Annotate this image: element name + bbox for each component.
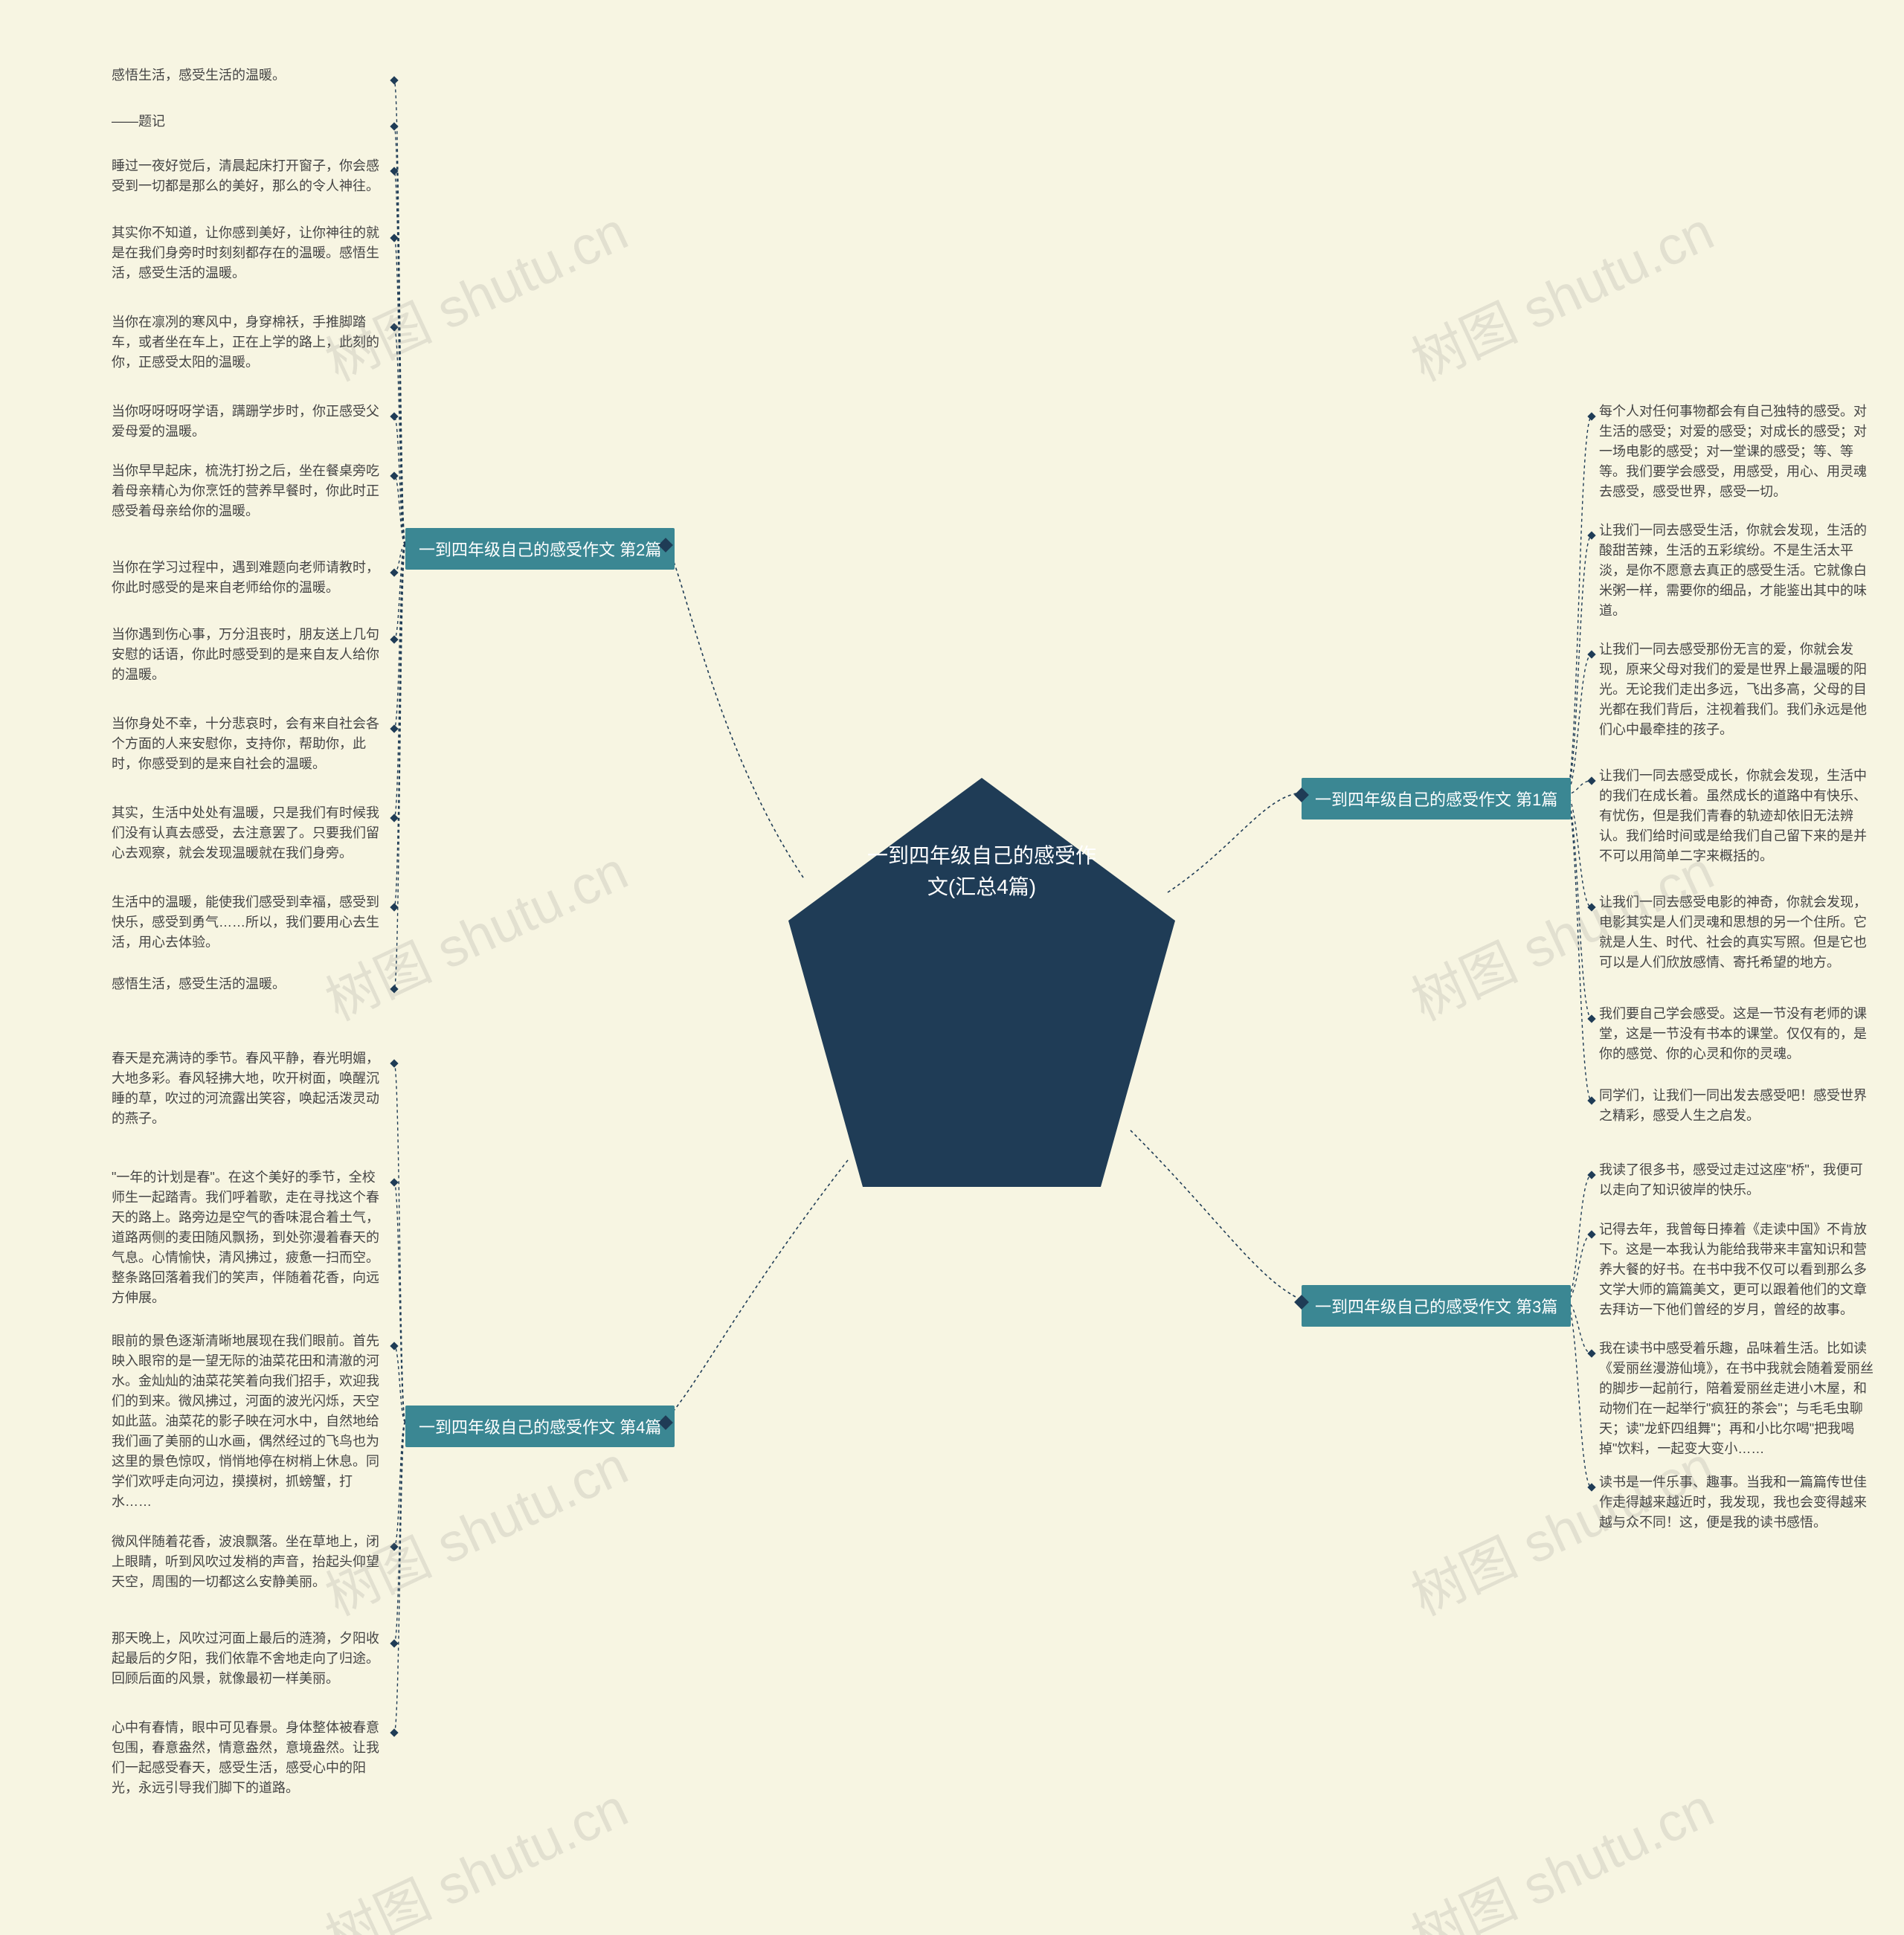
leaf-text: 我读了很多书，感受过走过这座"桥"，我便可以走向了知识彼岸的快乐。 xyxy=(1599,1162,1863,1197)
leaf-node: 生活中的温暖，能使我们感受到幸福，感受到快乐，感受到勇气……所以，我们要用心去生… xyxy=(112,892,387,953)
leaf-node: "一年的计划是春"。在这个美好的季节，全校师生一起踏青。我们呼着歌，走在寻找这个… xyxy=(112,1168,387,1308)
leaf-text: "一年的计划是春"。在这个美好的季节，全校师生一起踏青。我们呼着歌，走在寻找这个… xyxy=(112,1170,379,1305)
leaf-text: 其实，生活中处处有温暖，只是我们有时候我们没有认真去感受，去注意罢了。只要我们留… xyxy=(112,805,379,860)
leaf-text: 记得去年，我曾每日捧着《走读中国》不肯放下。这是一本我认为能给我带来丰富知识和营… xyxy=(1599,1222,1867,1317)
leaf-text: 生活中的温暖，能使我们感受到幸福，感受到快乐，感受到勇气……所以，我们要用心去生… xyxy=(112,895,379,950)
leaf-text: 读书是一件乐事、趣事。当我和一篇篇传世佳作走得越来越近时，我发现，我也会变得越来… xyxy=(1599,1475,1867,1530)
center-line1: 一到四年级自己的感受作 xyxy=(867,844,1096,867)
center-shape xyxy=(788,778,1175,1187)
leaf-text: 当你呀呀呀呀学语，蹒跚学步时，你正感受父爱母爱的温暖。 xyxy=(112,404,379,439)
branch-4-title: 一到四年级自己的感受作文 第4篇 xyxy=(419,1418,661,1437)
watermark: 树图 shutu.cn xyxy=(1397,1765,1724,1935)
branch-chip-2[interactable]: 一到四年级自己的感受作文 第2篇 xyxy=(405,528,675,570)
leaf-text: 微风伴随着花香，波浪飘落。坐在草地上，闭上眼睛，听到风吹过发梢的声音，抬起头仰望… xyxy=(112,1534,379,1589)
leaf-text: 眼前的景色逐渐清晰地展现在我们眼前。首先映入眼帘的是一望无际的油菜花田和清澈的河… xyxy=(112,1333,379,1509)
leaf-node: 同学们，让我们一同出发去感受吧！感受世界之精彩，感受人生之启发。 xyxy=(1599,1086,1874,1126)
leaf-text: 每个人对任何事物都会有自己独特的感受。对生活的感受；对爱的感受；对成长的感受；对… xyxy=(1599,404,1867,499)
leaf-node: 我读了很多书，感受过走过这座"桥"，我便可以走向了知识彼岸的快乐。 xyxy=(1599,1160,1874,1200)
branch-3-title: 一到四年级自己的感受作文 第3篇 xyxy=(1315,1298,1557,1316)
leaf-node: 让我们一同去感受成长，你就会发现，生活中的我们在成长着。虽然成长的道路中有快乐、… xyxy=(1599,766,1874,866)
leaf-node: 记得去年，我曾每日捧着《走读中国》不肯放下。这是一本我认为能给我带来丰富知识和营… xyxy=(1599,1220,1874,1320)
leaf-text: 睡过一夜好觉后，清晨起床打开窗子，你会感受到一切都是那么的美好，那么的令人神往。 xyxy=(112,158,379,193)
leaf-node: 当你在凛冽的寒风中，身穿棉袄，手推脚踏车，或者坐在车上，正在上学的路上，此刻的你… xyxy=(112,312,387,373)
leaf-text: 当你在凛冽的寒风中，身穿棉袄，手推脚踏车，或者坐在车上，正在上学的路上，此刻的你… xyxy=(112,315,379,370)
leaf-text: 当你身处不幸，十分悲哀时，会有来自社会各个方面的人来安慰你，支持你，帮助你，此时… xyxy=(112,716,379,771)
leaf-node: ——题记 xyxy=(112,112,387,132)
center-node-label: 一到四年级自己的感受作 文(汇总4篇) xyxy=(774,840,1190,903)
leaf-node: 当你早早起床，梳洗打扮之后，坐在餐桌旁吃着母亲精心为你烹饪的营养早餐时，你此时正… xyxy=(112,461,387,521)
leaf-text: 让我们一同去感受电影的神奇，你就会发现，电影其实是人们灵魂和思想的另一个住所。它… xyxy=(1599,895,1867,970)
leaf-node: 春天是充满诗的季节。春风平静，春光明媚，大地多彩。春风轻拂大地，吹开树面，唤醒沉… xyxy=(112,1049,387,1129)
leaf-node: 那天晚上，风吹过河面上最后的涟漪，夕阳收起最后的夕阳，我们依靠不舍地走向了归途。… xyxy=(112,1629,387,1689)
leaf-node: 让我们一同去感受电影的神奇，你就会发现，电影其实是人们灵魂和思想的另一个住所。它… xyxy=(1599,892,1874,973)
leaf-node: 其实，生活中处处有温暖，只是我们有时候我们没有认真去感受，去注意罢了。只要我们留… xyxy=(112,803,387,863)
leaf-text: 其实你不知道，让你感到美好，让你神往的就是在我们身旁时时刻刻都存在的温暖。感悟生… xyxy=(112,225,379,280)
leaf-text: 当你在学习过程中，遇到难题向老师请教时，你此时感受的是来自老师给你的温暖。 xyxy=(112,560,379,595)
leaf-node: 每个人对任何事物都会有自己独特的感受。对生活的感受；对爱的感受；对成长的感受；对… xyxy=(1599,402,1874,502)
leaf-node: 当你在学习过程中，遇到难题向老师请教时，你此时感受的是来自老师给你的温暖。 xyxy=(112,558,387,598)
leaf-node: 我在读书中感受着乐趣，品味着生活。比如读《爱丽丝漫游仙境》，在书中我就会随着爱丽… xyxy=(1599,1339,1874,1459)
leaf-text: 当你早早起床，梳洗打扮之后，坐在餐桌旁吃着母亲精心为你烹饪的营养早餐时，你此时正… xyxy=(112,463,379,518)
leaf-node: 让我们一同去感受那份无言的爱，你就会发现，原来父母对我们的爱是世界上最温暖的阳光… xyxy=(1599,640,1874,740)
center-line2: 文(汇总4篇) xyxy=(927,875,1036,898)
leaf-node: 当你遇到伤心事，万分沮丧时，朋友送上几句安慰的话语，你此时感受到的是来自友人给你… xyxy=(112,625,387,685)
leaf-text: 让我们一同去感受生活，你就会发现，生活的酸甜苦辣，生活的五彩缤纷。不是生活太平淡… xyxy=(1599,523,1867,618)
branch-chip-1[interactable]: 一到四年级自己的感受作文 第1篇 xyxy=(1302,778,1571,820)
branch-chip-3[interactable]: 一到四年级自己的感受作文 第3篇 xyxy=(1302,1285,1571,1327)
leaf-node: 让我们一同去感受生活，你就会发现，生活的酸甜苦辣，生活的五彩缤纷。不是生活太平淡… xyxy=(1599,521,1874,621)
leaf-node: 读书是一件乐事、趣事。当我和一篇篇传世佳作走得越来越近时，我发现，我也会变得越来… xyxy=(1599,1472,1874,1533)
leaf-node: 其实你不知道，让你感到美好，让你神往的就是在我们身旁时时刻刻都存在的温暖。感悟生… xyxy=(112,223,387,283)
leaf-node: 我们要自己学会感受。这是一节没有老师的课堂，这是一节没有书本的课堂。仅仅有的，是… xyxy=(1599,1004,1874,1064)
leaf-node: 微风伴随着花香，波浪飘落。坐在草地上，闭上眼睛，听到风吹过发梢的声音，抬起头仰望… xyxy=(112,1532,387,1592)
leaf-node: 当你身处不幸，十分悲哀时，会有来自社会各个方面的人来安慰你，支持你，帮助你，此时… xyxy=(112,714,387,774)
leaf-node: 当你呀呀呀呀学语，蹒跚学步时，你正感受父爱母爱的温暖。 xyxy=(112,402,387,442)
leaf-text: 让我们一同去感受成长，你就会发现，生活中的我们在成长着。虽然成长的道路中有快乐、… xyxy=(1599,768,1867,863)
leaf-text: 我们要自己学会感受。这是一节没有老师的课堂，这是一节没有书本的课堂。仅仅有的，是… xyxy=(1599,1006,1867,1061)
branch-2-title: 一到四年级自己的感受作文 第2篇 xyxy=(419,541,661,559)
leaf-text: 春天是充满诗的季节。春风平静，春光明媚，大地多彩。春风轻拂大地，吹开树面，唤醒沉… xyxy=(112,1051,379,1126)
leaf-text: 同学们，让我们一同出发去感受吧！感受世界之精彩，感受人生之启发。 xyxy=(1599,1088,1867,1123)
leaf-node: 眼前的景色逐渐清晰地展现在我们眼前。首先映入眼帘的是一望无际的油菜花田和清澈的河… xyxy=(112,1331,387,1512)
leaf-node: 心中有春情，眼中可见春景。身体整体被春意包围，春意盎然，情意盎然，意境盎然。让我… xyxy=(112,1718,387,1798)
watermark: 树图 shutu.cn xyxy=(1397,188,1724,396)
leaf-text: 那天晚上，风吹过河面上最后的涟漪，夕阳收起最后的夕阳，我们依靠不舍地走向了归途。… xyxy=(112,1631,379,1686)
branch-chip-4[interactable]: 一到四年级自己的感受作文 第4篇 xyxy=(405,1406,675,1447)
leaf-text: 感悟生活，感受生活的温暖。 xyxy=(112,976,286,991)
leaf-node: 感悟生活，感受生活的温暖。 xyxy=(112,974,387,994)
leaf-node: 感悟生活，感受生活的温暖。 xyxy=(112,65,387,86)
leaf-text: 当你遇到伤心事，万分沮丧时，朋友送上几句安慰的话语，你此时感受到的是来自友人给你… xyxy=(112,627,379,682)
leaf-text: 我在读书中感受着乐趣，品味着生活。比如读《爱丽丝漫游仙境》，在书中我就会随着爱丽… xyxy=(1599,1341,1874,1456)
leaf-text: 让我们一同去感受那份无言的爱，你就会发现，原来父母对我们的爱是世界上最温暖的阳光… xyxy=(1599,642,1867,737)
leaf-text: 心中有春情，眼中可见春景。身体整体被春意包围，春意盎然，情意盎然，意境盎然。让我… xyxy=(112,1720,379,1795)
branch-1-title: 一到四年级自己的感受作文 第1篇 xyxy=(1315,791,1557,809)
leaf-node: 睡过一夜好觉后，清晨起床打开窗子，你会感受到一切都是那么的美好，那么的令人神往。 xyxy=(112,156,387,196)
leaf-text: ——题记 xyxy=(112,114,165,129)
leaf-text: 感悟生活，感受生活的温暖。 xyxy=(112,68,286,83)
